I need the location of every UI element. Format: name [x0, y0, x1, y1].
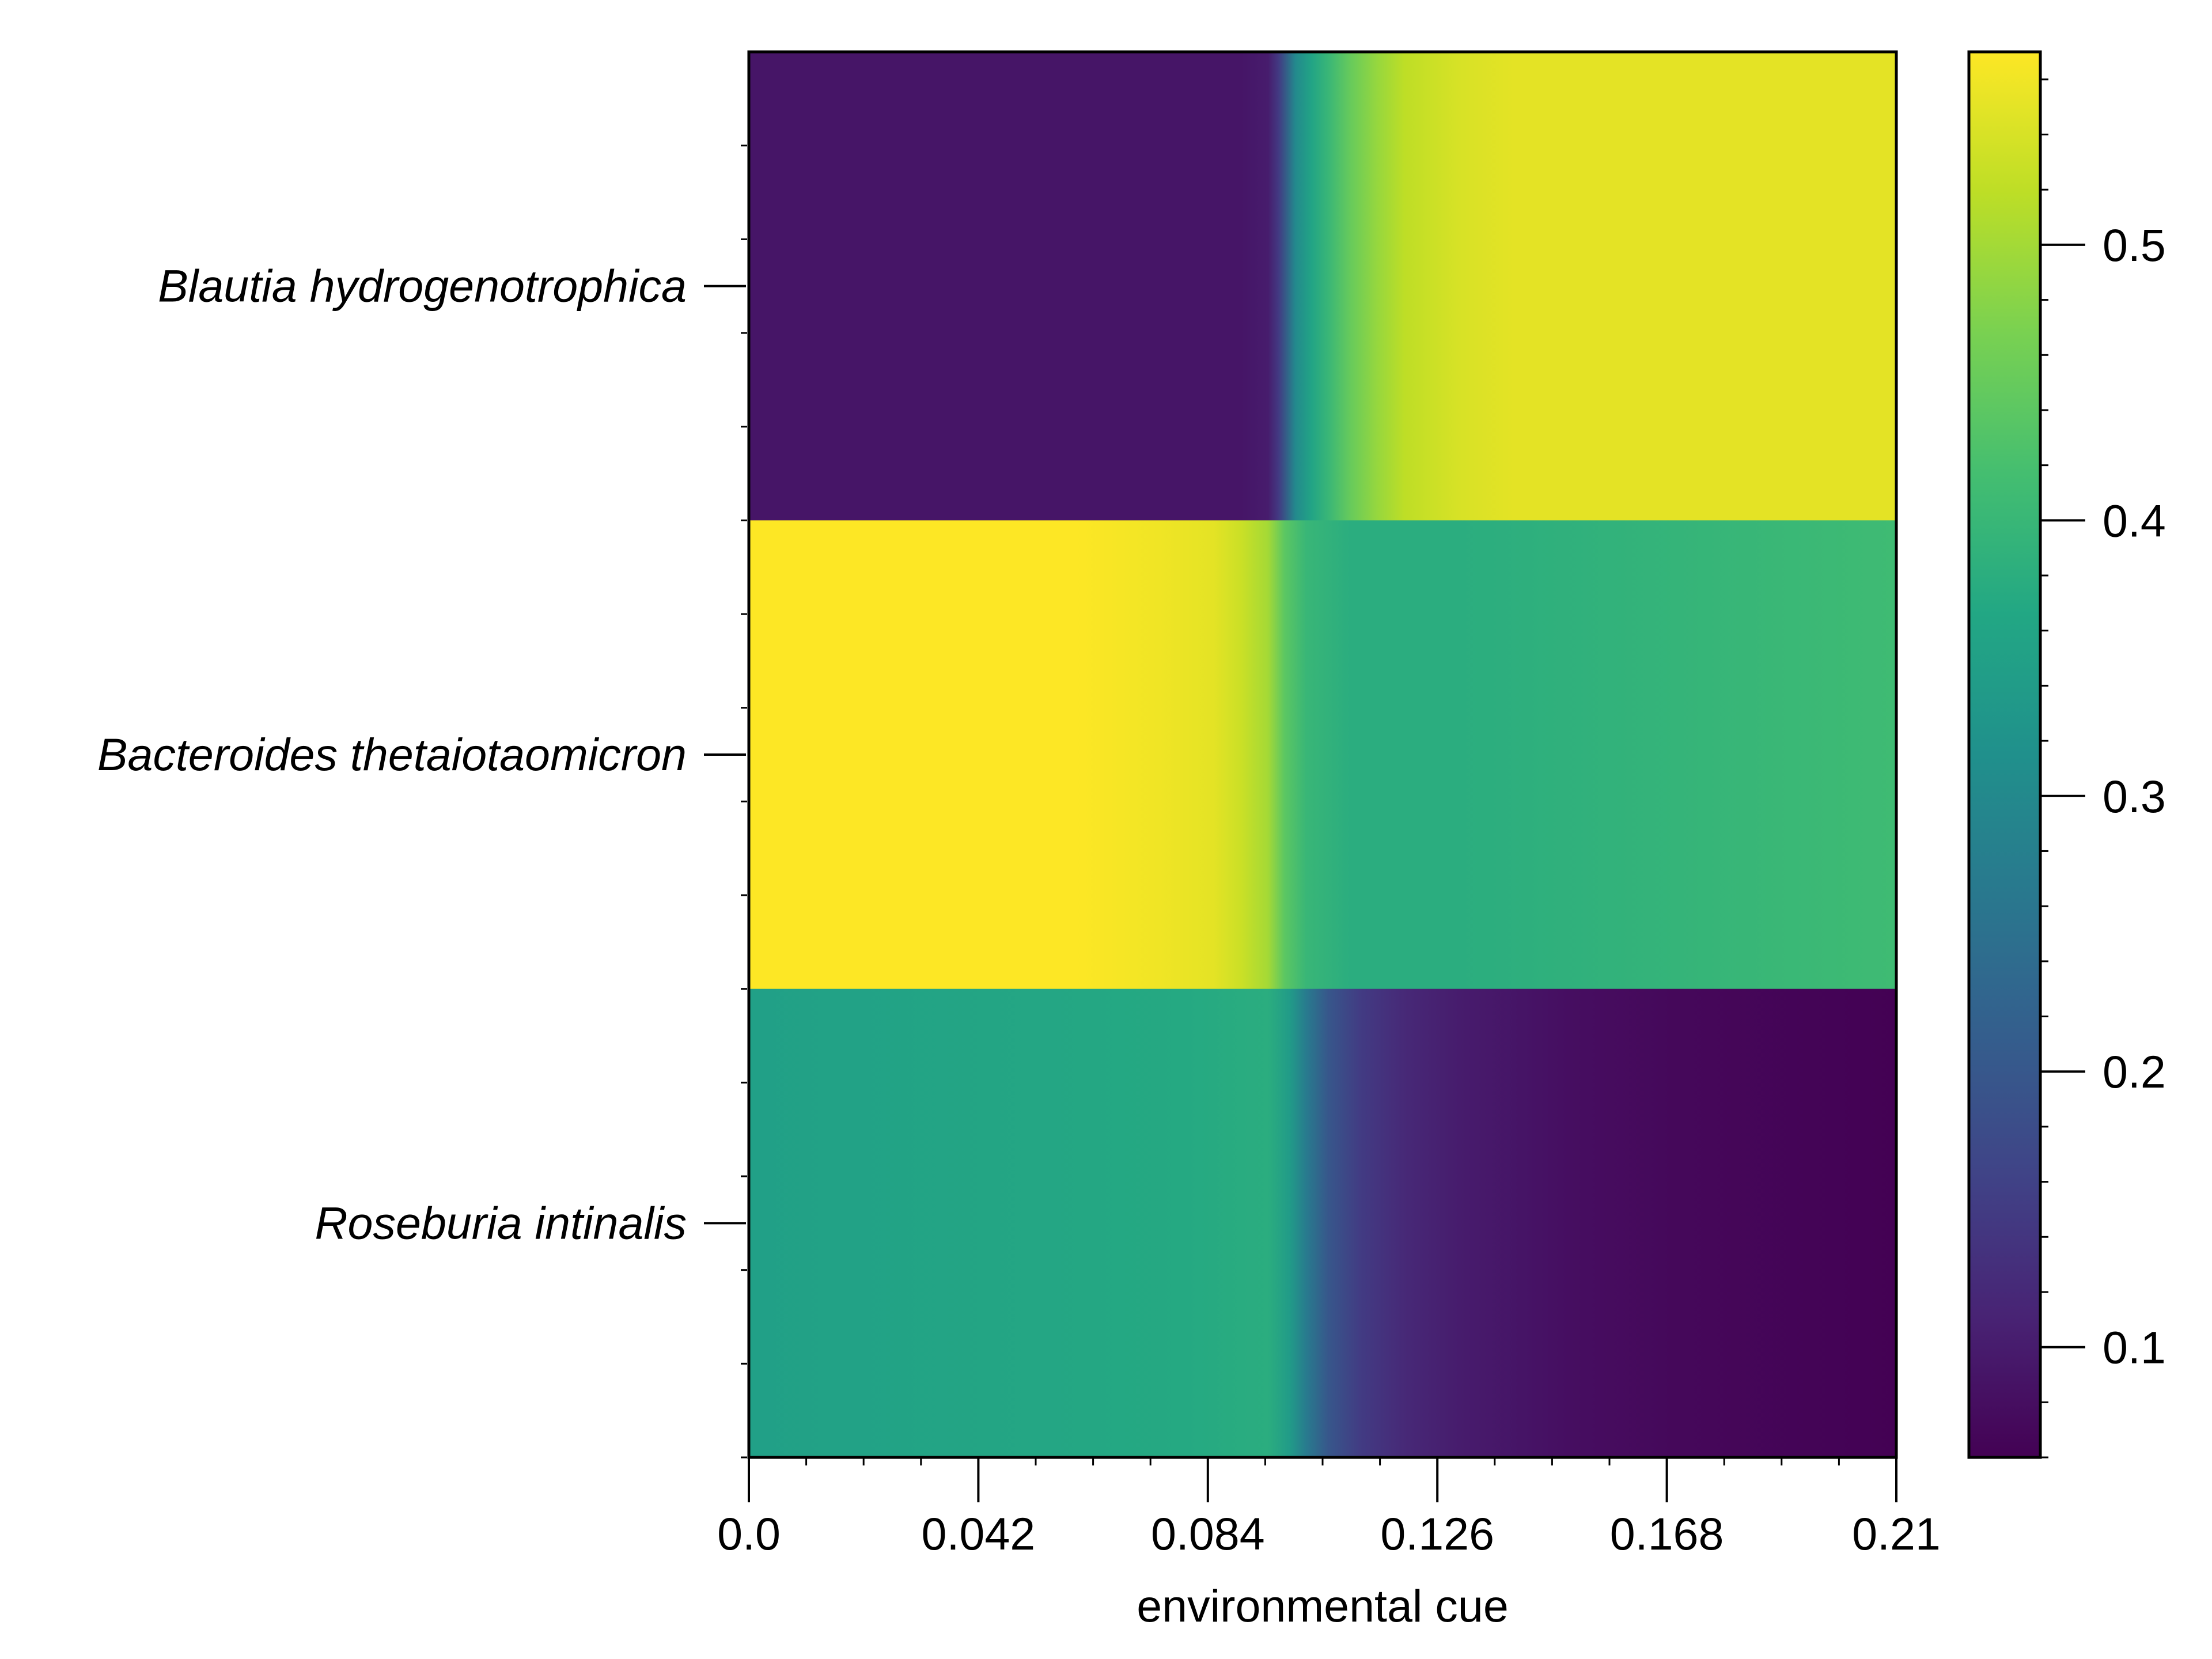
heatmap-row — [749, 52, 1896, 521]
x-tick-label: 0.126 — [1380, 1508, 1494, 1559]
x-tick-label: 0.21 — [1852, 1508, 1941, 1559]
heatmap-cells — [749, 52, 1896, 1458]
y-tick-label: Roseburia intinalis — [315, 1197, 687, 1248]
colorbar-axis: 0.1 0.2 0.3 0.4 0.5 — [2040, 78, 2166, 1459]
colorbar-tick-label: 0.1 — [2103, 1322, 2166, 1373]
x-tick-label: 0.0 — [717, 1508, 781, 1559]
heatmap-row — [749, 520, 1896, 990]
x-tick-label: 0.168 — [1610, 1508, 1724, 1559]
colorbar-tick-label: 0.2 — [2103, 1046, 2166, 1097]
x-tick-label: 0.042 — [922, 1508, 1036, 1559]
x-axis: 0.0 0.042 0.084 0.126 0.168 0.21 — [717, 1457, 1941, 1559]
y-tick-label: Blautia hydrogenotrophica — [158, 260, 687, 312]
colorbar-tick-label: 0.5 — [2103, 219, 2166, 271]
x-tick-label: 0.084 — [1151, 1508, 1265, 1559]
colorbar-tick-label: 0.3 — [2103, 771, 2166, 822]
colorbar-tick-label: 0.4 — [2103, 495, 2166, 546]
y-tick-label: Bacteroides thetaiotaomicron — [97, 729, 687, 780]
heatmap-row — [749, 988, 1896, 1458]
y-axis: Blautia hydrogenotrophica Bacteroides the… — [97, 145, 747, 1459]
x-axis-title: environmental cue — [1137, 1580, 1509, 1631]
colorbar — [1969, 52, 2040, 1457]
colorbar-frame — [1967, 50, 2042, 1459]
